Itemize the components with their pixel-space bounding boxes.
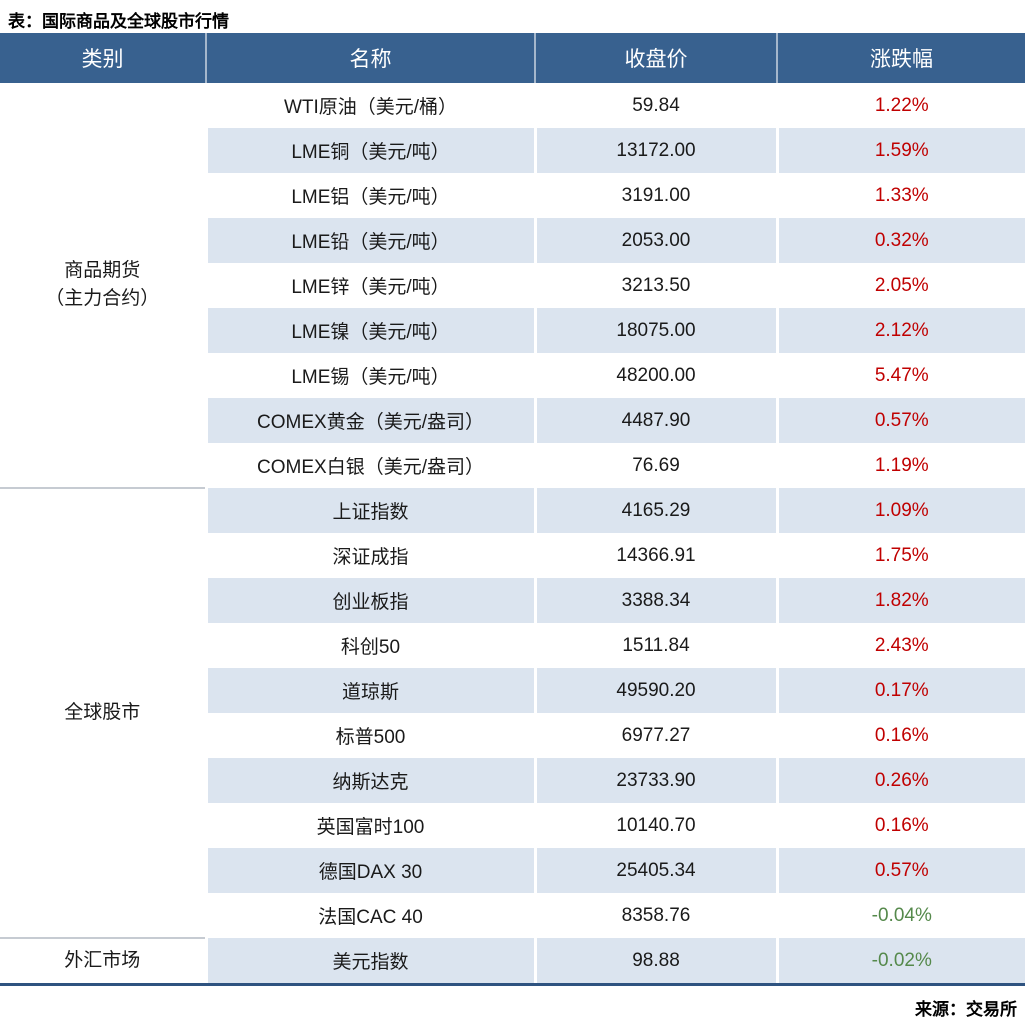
name-cell: COMEX白银（美元/盎司） (204, 443, 535, 488)
close-cell: 59.84 (533, 83, 777, 128)
change-cell: 0.57% (775, 398, 1025, 443)
table-row: LME锡（美元/吨） 48200.00 5.47% (0, 353, 1025, 398)
table-row: 纳斯达克 23733.90 0.26% (0, 758, 1025, 803)
close-cell: 98.88 (533, 938, 777, 983)
name-cell: 英国富时100 (204, 803, 535, 848)
change-cell: 0.57% (775, 848, 1025, 893)
close-cell: 4487.90 (533, 398, 777, 443)
name-cell: LME锌（美元/吨） (204, 263, 535, 308)
close-cell: 2053.00 (533, 218, 777, 263)
header-category: 类别 (0, 33, 206, 83)
table-row: 道琼斯 49590.20 0.17% (0, 668, 1025, 713)
name-cell: 道琼斯 (204, 668, 535, 713)
close-cell: 6977.27 (533, 713, 777, 758)
name-cell: 法国CAC 40 (204, 893, 535, 938)
change-cell: 1.19% (775, 443, 1025, 488)
category-cell-stocks: 全球股市 (0, 488, 206, 939)
category-label-line1: 商品期货 (64, 259, 141, 281)
category-cell-futures: 商品期货 （主力合约） (0, 83, 206, 489)
page-title: 表：国际商品及全球股市行情 (8, 12, 229, 31)
header-close: 收盘价 (534, 33, 777, 83)
table-row: 创业板指 3388.34 1.82% (0, 578, 1025, 623)
category-label: 全球股市 (64, 701, 141, 723)
name-cell: 深证成指 (204, 533, 535, 578)
table-row: 德国DAX 30 25405.34 0.57% (0, 848, 1025, 893)
name-cell: WTI原油（美元/桶） (204, 83, 535, 128)
table-row: LME铝（美元/吨） 3191.00 1.33% (0, 173, 1025, 218)
change-cell: 0.26% (775, 758, 1025, 803)
market-table-container: 类别 名称 收盘价 涨跌幅 商品期货 （主力合约） WTI原油（美元/桶） 59… (0, 33, 1025, 986)
table-row: 外汇市场 美元指数 98.88 -0.02% (0, 938, 1025, 983)
header-name: 名称 (205, 33, 535, 83)
table-row: 英国富时100 10140.70 0.16% (0, 803, 1025, 848)
close-cell: 3191.00 (533, 173, 777, 218)
name-cell: LME铜（美元/吨） (204, 128, 535, 173)
table-row: LME镍（美元/吨） 18075.00 2.12% (0, 308, 1025, 353)
close-cell: 1511.84 (533, 623, 777, 668)
close-cell: 3213.50 (533, 263, 777, 308)
change-cell: 1.33% (775, 173, 1025, 218)
close-cell: 76.69 (533, 443, 777, 488)
header-row: 类别 名称 收盘价 涨跌幅 (0, 33, 1025, 83)
table-row: 深证成指 14366.91 1.75% (0, 533, 1025, 578)
table-row: COMEX白银（美元/盎司） 76.69 1.19% (0, 443, 1025, 488)
header-change: 涨跌幅 (776, 33, 1025, 83)
change-cell: 0.32% (775, 218, 1025, 263)
name-cell: 美元指数 (204, 938, 535, 983)
table-row: 科创50 1511.84 2.43% (0, 623, 1025, 668)
name-cell: 标普500 (204, 713, 535, 758)
table-row: LME铜（美元/吨） 13172.00 1.59% (0, 128, 1025, 173)
table-row: 全球股市 上证指数 4165.29 1.09% (0, 488, 1025, 939)
category-label: 外汇市场 (64, 949, 141, 971)
source-note: 来源：交易所 (915, 1000, 1017, 1019)
name-cell: LME铅（美元/吨） (204, 218, 535, 263)
name-cell: 创业板指 (204, 578, 535, 623)
name-cell: 德国DAX 30 (204, 848, 535, 893)
close-cell: 14366.91 (533, 533, 777, 578)
table-row: COMEX黄金（美元/盎司） 4487.90 0.57% (0, 398, 1025, 443)
close-cell: 48200.00 (533, 353, 777, 398)
close-cell: 13172.00 (533, 128, 777, 173)
name-cell: LME铝（美元/吨） (204, 173, 535, 218)
change-cell: 5.47% (775, 353, 1025, 398)
table-row: LME锌（美元/吨） 3213.50 2.05% (0, 263, 1025, 308)
change-cell: 1.75% (775, 533, 1025, 578)
close-cell: 25405.34 (533, 848, 777, 893)
name-cell: 纳斯达克 (204, 758, 535, 803)
change-cell: 2.43% (775, 623, 1025, 668)
table-row: LME铅（美元/吨） 2053.00 0.32% (0, 218, 1025, 263)
table-row: 法国CAC 40 8358.76 -0.04% (0, 893, 1025, 938)
change-cell: 1.09% (775, 488, 1025, 533)
market-table: 类别 名称 收盘价 涨跌幅 商品期货 （主力合约） WTI原油（美元/桶） 59… (0, 33, 1025, 983)
change-cell: 1.82% (775, 578, 1025, 623)
change-cell: -0.02% (775, 938, 1025, 983)
close-cell: 4165.29 (533, 488, 777, 533)
change-cell: 0.16% (775, 713, 1025, 758)
close-cell: 8358.76 (533, 893, 777, 938)
change-cell: -0.04% (775, 893, 1025, 938)
name-cell: COMEX黄金（美元/盎司） (204, 398, 535, 443)
category-label-line2: （主力合约） (45, 288, 160, 309)
change-cell: 2.05% (775, 263, 1025, 308)
name-cell: 上证指数 (204, 488, 535, 533)
change-cell: 0.17% (775, 668, 1025, 713)
close-cell: 18075.00 (533, 308, 777, 353)
category-cell-forex: 外汇市场 (0, 938, 206, 983)
close-cell: 10140.70 (533, 803, 777, 848)
change-cell: 0.16% (775, 803, 1025, 848)
close-cell: 49590.20 (533, 668, 777, 713)
table-row: 标普500 6977.27 0.16% (0, 713, 1025, 758)
change-cell: 1.22% (775, 83, 1025, 128)
name-cell: LME锡（美元/吨） (204, 353, 535, 398)
close-cell: 23733.90 (533, 758, 777, 803)
close-cell: 3388.34 (533, 578, 777, 623)
name-cell: 科创50 (204, 623, 535, 668)
change-cell: 2.12% (775, 308, 1025, 353)
change-cell: 1.59% (775, 128, 1025, 173)
table-row: 商品期货 （主力合约） WTI原油（美元/桶） 59.84 1.22% (0, 83, 1025, 489)
name-cell: LME镍（美元/吨） (204, 308, 535, 353)
